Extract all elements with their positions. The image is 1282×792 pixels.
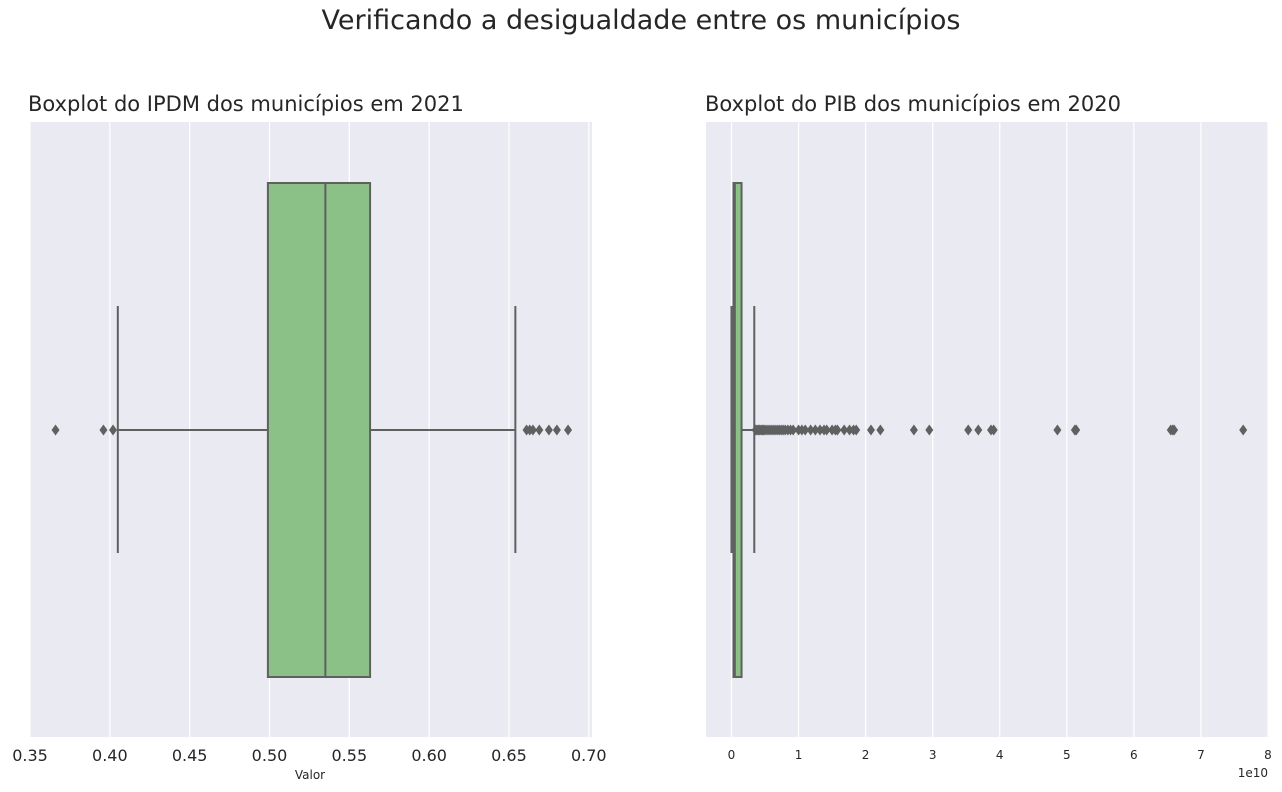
pib-outlier-point — [852, 424, 861, 436]
pib-marks — [730, 182, 1248, 678]
pib-boxplot-panel: Boxplot do PIB dos municípios em 2020 0 1… — [705, 92, 1272, 780]
pib-x-tick-label: 8 — [1264, 748, 1272, 762]
ipdm-marks — [51, 182, 573, 678]
ipdm-outlier-point — [564, 424, 573, 436]
pib-outlier-point — [866, 424, 875, 436]
pib-scale-label: 1e10 — [1238, 766, 1268, 780]
pib-outlier-point — [845, 424, 854, 436]
pib-outlier-point — [806, 424, 815, 436]
ipdm-tick-labels: 0.35 0.40 0.45 0.50 0.55 0.60 0.65 0.70 — [12, 746, 606, 765]
pib-outlier-point — [1053, 424, 1062, 436]
pib-outlier-point — [801, 424, 810, 436]
pib-outlier-point — [1072, 424, 1081, 436]
pib-outlier-point — [1170, 424, 1179, 436]
ipdm-chart-title: Boxplot do IPDM dos municípios em 2021 — [28, 92, 464, 116]
pib-x-tick-label: 5 — [1063, 748, 1071, 762]
ipdm-outlier-point — [51, 424, 60, 436]
pib-outlier-point — [974, 424, 983, 436]
ipdm-x-tick-label: 0.45 — [172, 746, 208, 765]
pib-x-tick-label: 7 — [1197, 748, 1205, 762]
pib-x-tick-label: 1 — [795, 748, 803, 762]
ipdm-x-tick-label: 0.50 — [252, 746, 288, 765]
pib-outlier-point — [816, 424, 825, 436]
ipdm-x-axis-label: Valor — [295, 768, 325, 782]
ipdm-outlier-point — [544, 424, 553, 436]
ipdm-outlier-point — [99, 424, 108, 436]
ipdm-x-tick-label: 0.55 — [332, 746, 368, 765]
pib-chart-title: Boxplot do PIB dos municípios em 2020 — [705, 92, 1121, 116]
ipdm-x-tick-label: 0.70 — [571, 746, 607, 765]
ipdm-outlier-point — [109, 424, 118, 436]
ipdm-x-tick-label: 0.65 — [491, 746, 527, 765]
pib-outlier-point — [822, 424, 831, 436]
pib-outlier-point — [833, 424, 842, 436]
pib-outlier-point — [789, 424, 798, 436]
pib-tick-labels: 0 1 2 3 4 5 6 7 8 — [728, 748, 1272, 762]
pib-outlier-point — [964, 424, 973, 436]
figure-title: Verificando a desigualdade entre os muni… — [321, 5, 961, 36]
pib-x-tick-label: 0 — [728, 748, 736, 762]
ipdm-iqr-box — [266, 182, 372, 678]
ipdm-x-tick-label: 0.35 — [12, 746, 48, 765]
pib-outlier-point — [840, 424, 849, 436]
pib-x-tick-label: 2 — [862, 748, 870, 762]
ipdm-outlier-point — [535, 424, 544, 436]
pib-outlier-point — [925, 424, 934, 436]
pib-x-tick-label: 4 — [996, 748, 1004, 762]
pib-x-tick-label: 6 — [1130, 748, 1138, 762]
pib-outlier-point — [909, 424, 918, 436]
pib-outlier-point — [989, 424, 998, 436]
ipdm-boxplot-panel: Boxplot do IPDM dos municípios em 2021 0… — [12, 92, 606, 782]
ipdm-outlier-point — [528, 424, 537, 436]
pib-outlier-point — [876, 424, 885, 436]
ipdm-x-tick-label: 0.40 — [92, 746, 128, 765]
pib-outlier-point — [1239, 424, 1248, 436]
ipdm-x-tick-label: 0.60 — [411, 746, 447, 765]
ipdm-outlier-point — [552, 424, 561, 436]
pib-x-tick-label: 3 — [929, 748, 937, 762]
pib-iqr-box — [732, 182, 743, 678]
pib-outlier-point — [811, 424, 820, 436]
